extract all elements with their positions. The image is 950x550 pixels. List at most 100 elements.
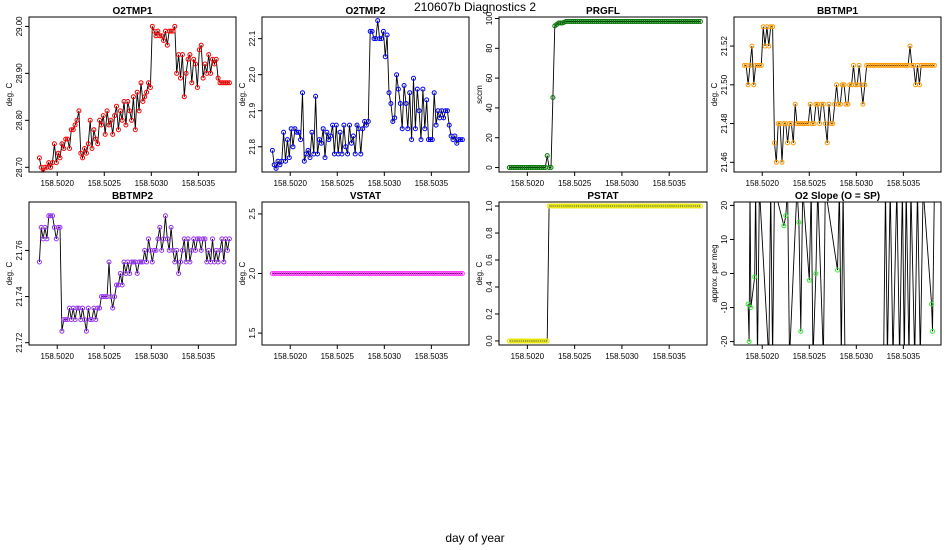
panel-2-point [424,97,430,103]
panel-1-x-tick-label: 158.5020 [41,179,75,188]
panel-4-point [847,82,853,88]
panel-5-x-tick-label: 158.5020 [41,352,75,361]
panel-4-point [837,101,843,107]
panel-7-line [509,205,701,342]
panel-6-y-tick-label: 1.5 [248,327,257,339]
panel-5-point [130,259,136,265]
panel-1-point [91,127,97,133]
panel-2-point [433,122,439,128]
panel-1-point [142,94,148,100]
panel-2-point [269,147,275,153]
panel-2-point [284,137,290,143]
panel-5-point [102,294,108,300]
panel-2-point [411,75,416,81]
panel-4-point [824,140,830,146]
panel-4-point [809,121,815,127]
panel-3-title: PRGFL [586,6,620,17]
panel-1-point [208,70,214,76]
panel-5-point [217,247,223,253]
panel-5-point [221,259,227,265]
panel-7-point [542,338,548,344]
panel-4-point [845,101,851,107]
panel-2-point [395,86,401,92]
panel-3-point [546,165,552,170]
panel-2-point [286,155,292,161]
panel-4-point [813,101,819,107]
panel-4-point [830,121,836,127]
panel-5-x-tick-label: 158.5025 [88,352,122,361]
panel-4-x-tick-label: 158.5035 [887,179,921,188]
panel-2-x-tick-label: 158.5030 [368,179,402,188]
panel-5-x-tick-label: 158.5030 [135,352,169,361]
panel-4-point [826,101,832,107]
panel-7-y-tick-label: 0.0 [485,335,494,347]
panel-5-point [142,247,148,253]
panel-1-point [198,42,204,48]
panel-5-point [157,224,163,230]
panel-5-series [36,213,232,334]
panel-2-point [300,90,305,96]
panel-5-point [151,247,157,253]
panel-1-point [146,80,151,86]
panel-8-title: O2 Slope (O = SP) [795,191,880,202]
panel-1-point [157,33,163,39]
panel-4-point [811,121,817,127]
panel-8-point [930,328,935,334]
panel-5-point [83,328,89,334]
panel-4-frame [733,16,942,173]
panel-4-point [839,82,845,88]
panel-1-point [161,38,167,43]
panel-5-point [149,259,155,265]
panel-3-point [544,153,550,159]
panel-6: VSTAT 158.5020 158.5025 158.5030 158.5035 1.5… [238,191,470,361]
panel-1-point [196,47,202,53]
panel-8-x-tick-label: 158.5030 [840,352,874,361]
panel-4-point [860,101,866,107]
panel-6-x-tick-label: 158.5020 [274,352,308,361]
panel-1-point [206,52,212,58]
panel-2-point [341,122,347,128]
panel-1-point [185,56,191,62]
panel-8-series [745,202,935,345]
panel-5-point [74,305,80,311]
panel-4-point [766,43,772,49]
panel-5-point [174,247,180,253]
panel-8-point [813,271,819,276]
panel-5-point [134,271,140,276]
panel-1-point [202,61,208,67]
panel-4-point [817,121,823,127]
panel-4-point [775,121,781,127]
panel-1-point [51,141,57,147]
panel-3-y-tick-label: 0 [485,165,494,170]
panel-2-y-tick-label: 22.1 [248,30,257,46]
panel-5-point [80,305,86,311]
panel-7-y-tick-label: 1.0 [485,200,494,212]
panel-2-point [328,133,334,139]
panel-4-point [756,62,762,68]
panel-8-y-axis-label: approx. per meg [710,244,719,302]
panel-1-y-tick-label: 28.70 [15,157,24,178]
panel-2-point [320,126,326,132]
panel-8-point [798,328,804,334]
panel-1-point [36,155,42,161]
panel-2-point [333,122,339,128]
panel-5-point [119,282,125,288]
panel-8-y-tick-label: 20 [720,200,729,209]
panel-4-point [909,62,915,68]
panel-4-point [768,24,774,30]
panel-1-point [40,169,46,172]
panel-1-x-tick-label: 158.5025 [88,179,122,188]
panel-4-point [856,62,862,68]
panel-2-point [369,28,375,34]
panel-1-frame [28,16,237,173]
panel-4-point [787,121,792,127]
panel-1-point [211,61,217,67]
panel-2-point [360,126,366,132]
panel-5-point [206,247,212,253]
panel-2-point [301,158,307,164]
panel-2-point [431,90,437,96]
panel-7-frame [498,201,708,346]
panel-1-point [67,146,72,151]
panel-8: O2 Slope (O = SP) 158.5020 158.5025 158.503… [710,191,942,361]
